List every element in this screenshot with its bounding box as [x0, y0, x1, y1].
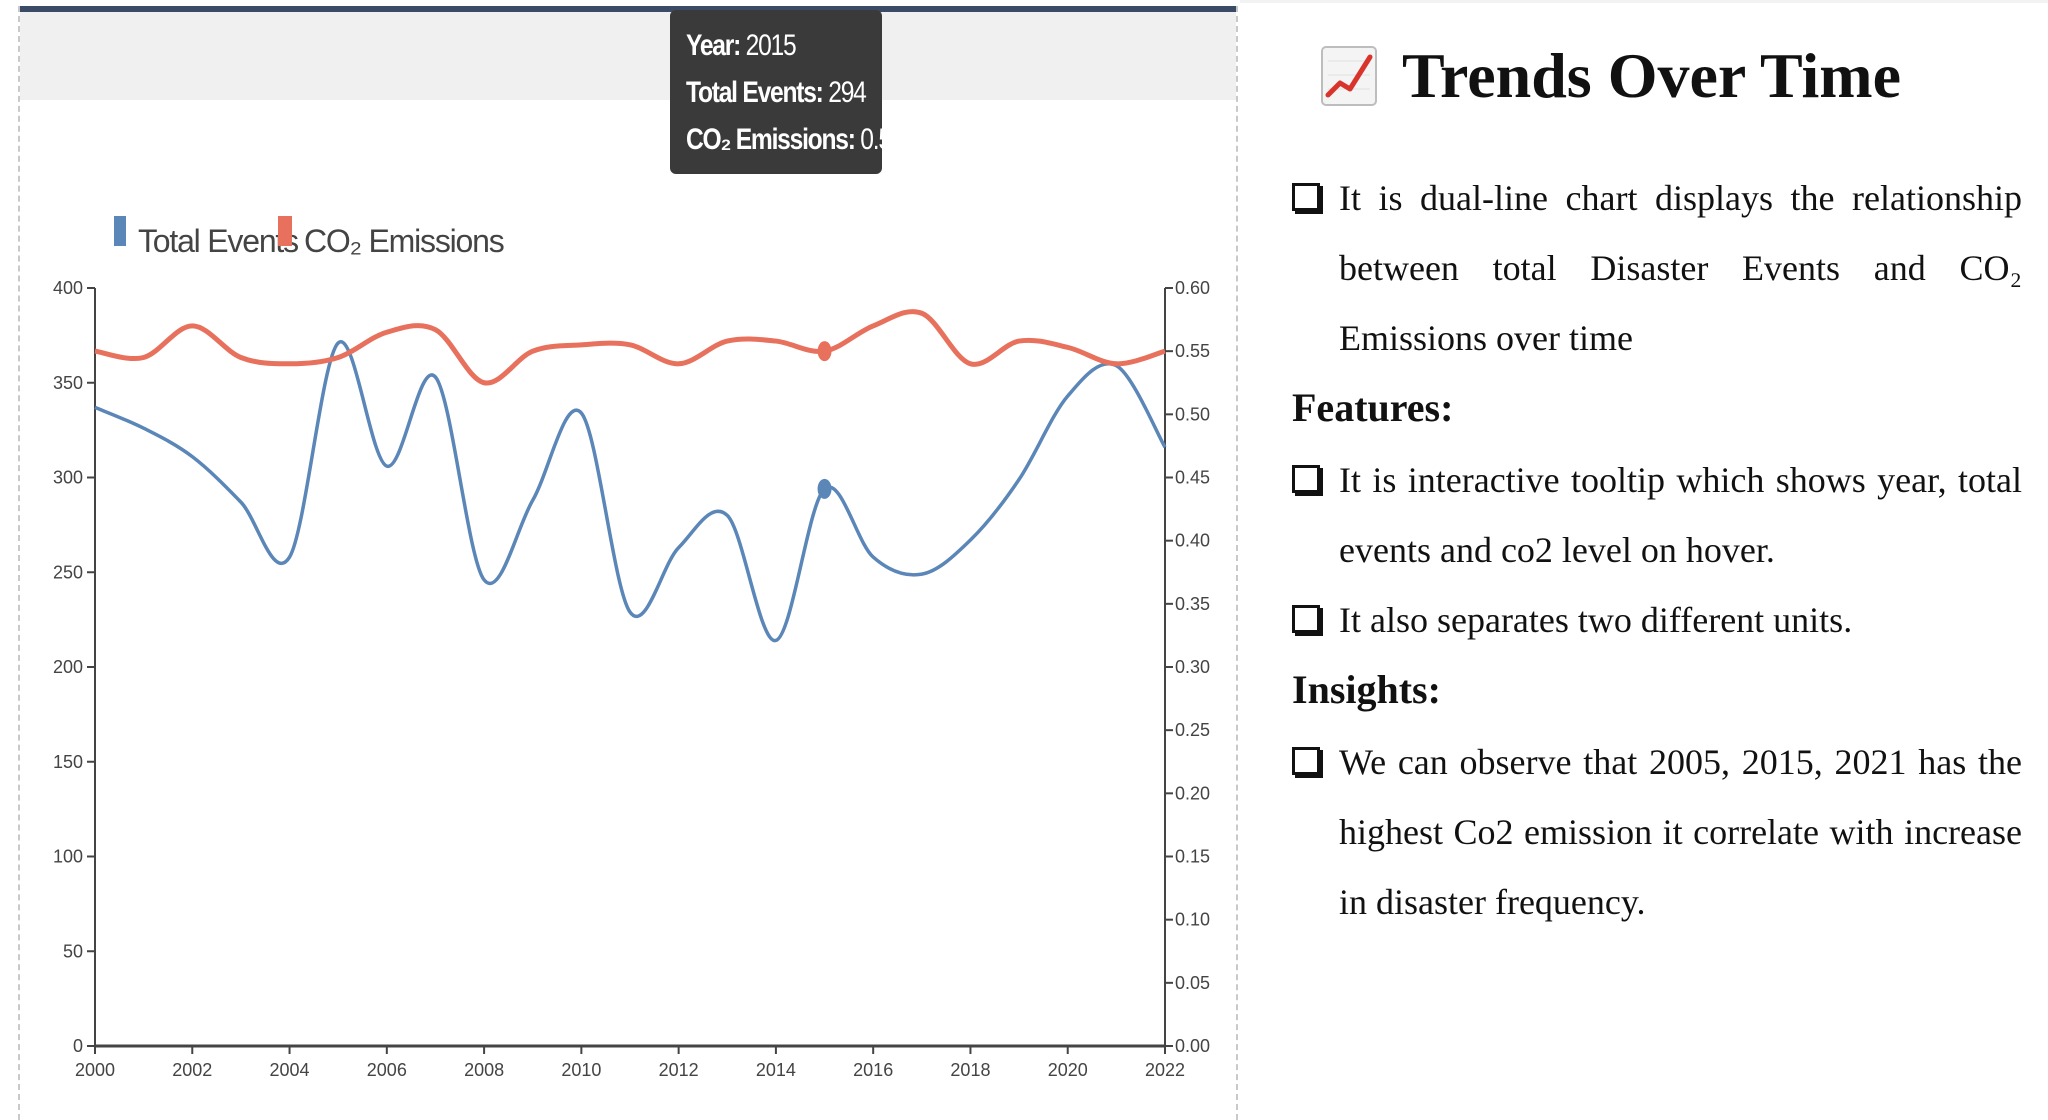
right-tick-label: 0.15	[1175, 847, 1210, 867]
x-tick-label: 2014	[756, 1060, 796, 1080]
title-row: Trends Over Time	[1320, 39, 1901, 113]
insights-heading: Insights:	[1292, 667, 1441, 712]
chart-increasing-icon	[1321, 46, 1377, 106]
x-tick-label: 2004	[270, 1060, 310, 1080]
tooltip-events-value: 294	[828, 76, 867, 109]
tooltip-year-value: 2015	[745, 29, 797, 62]
left-tick-label: 350	[53, 373, 83, 393]
legend-co2-label: CO₂ Emissions	[304, 223, 504, 259]
checkbox-icon	[1292, 465, 1320, 493]
left-tick-label: 100	[53, 847, 83, 867]
co2-emissions-line	[94, 309, 1166, 386]
trend-chart[interactable]: 0 50 100 150 200 250 300 350 400 0.00 0.05 0.10 0.15…	[20, 6, 1240, 1120]
feature-text: It also separates two different units.	[1339, 600, 1853, 640]
left-tick-label: 400	[53, 278, 83, 298]
tooltip-events-label: Total Events:	[686, 76, 824, 109]
right-tick-label: 0.35	[1175, 594, 1210, 614]
left-tick-label: 300	[53, 468, 83, 488]
tooltip-co2-label: CO₂ Emissions:	[686, 123, 856, 156]
x-tick-label: 2002	[172, 1060, 212, 1080]
chart-tooltip: Year: 2015 Total Events: 294 CO₂ Emissio…	[670, 10, 905, 174]
right-tick-label: 0.05	[1175, 973, 1210, 993]
left-tick-label: 150	[53, 752, 83, 772]
legend-total-events-swatch	[114, 216, 126, 246]
feature-bullet: It also separates two different units.	[1292, 585, 2022, 655]
right-tick-label: 0.55	[1175, 341, 1210, 361]
right-tick-label: 0.10	[1175, 910, 1210, 930]
chart-header-band	[20, 12, 1236, 100]
intro-text: It is dual-line chart displays the relat…	[1339, 178, 2022, 358]
left-tick-label: 50	[63, 941, 83, 961]
left-tick-label: 0	[73, 1036, 83, 1056]
feature-bullet: It is interactive tooltip which shows ye…	[1292, 445, 2022, 585]
right-tick-label: 0.60	[1175, 278, 1210, 298]
right-tick-label: 0.00	[1175, 1036, 1210, 1056]
x-tick-label: 2010	[561, 1060, 601, 1080]
checkbox-icon	[1292, 605, 1320, 633]
highlight-total-events-marker	[817, 478, 832, 499]
right-tick-label: 0.25	[1175, 720, 1210, 740]
right-tick-label: 0.30	[1175, 657, 1210, 677]
checkbox-icon	[1292, 747, 1320, 775]
left-tick-label: 250	[53, 562, 83, 582]
legend-co2-swatch	[278, 216, 292, 246]
x-tick-label: 2012	[659, 1060, 699, 1080]
insight-text: We can observe that 2005, 2015, 2021 has…	[1339, 742, 2022, 922]
description-panel: Trends Over Time It is dual-line chart d…	[1240, 0, 2048, 1120]
chart-panel: 0 50 100 150 200 250 300 350 400 0.00 0.05 0.10 0.15…	[18, 6, 1238, 1120]
x-tick-label: 2016	[853, 1060, 893, 1080]
x-tick-label: 2006	[367, 1060, 407, 1080]
right-tick-label: 0.40	[1175, 531, 1210, 551]
tooltip-year-label: Year:	[686, 29, 741, 62]
legend-total-events-label: Total Events	[138, 223, 298, 259]
x-tick-label: 2000	[75, 1060, 115, 1080]
total-events-line	[94, 340, 1167, 643]
right-tick-label: 0.20	[1175, 783, 1210, 803]
panel-content: It is dual-line chart displays the relat…	[1292, 163, 2022, 937]
right-tick-label: 0.50	[1175, 404, 1210, 424]
highlight-co2-marker	[817, 341, 832, 362]
x-tick-label: 2020	[1048, 1060, 1088, 1080]
insight-bullet: We can observe that 2005, 2015, 2021 has…	[1292, 727, 2022, 937]
chart-top-bar	[20, 6, 1236, 12]
panel-title: Trends Over Time	[1402, 40, 1901, 111]
x-tick-label: 2018	[950, 1060, 990, 1080]
features-heading: Features:	[1292, 385, 1454, 430]
checkbox-icon	[1292, 183, 1320, 211]
left-tick-label: 200	[53, 657, 83, 677]
tooltip-co2-value: 0.55	[860, 123, 904, 156]
x-tick-label: 2022	[1145, 1060, 1185, 1080]
right-tick-label: 0.45	[1175, 468, 1210, 488]
feature-text: It is interactive tooltip which shows ye…	[1339, 460, 2022, 570]
intro-bullet: It is dual-line chart displays the relat…	[1292, 163, 2022, 373]
x-tick-label: 2008	[464, 1060, 504, 1080]
